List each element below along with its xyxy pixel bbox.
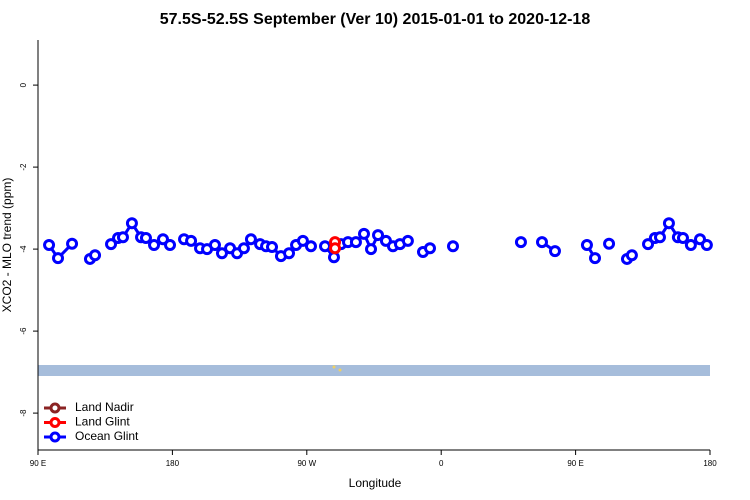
y-tick-label: 0	[19, 82, 28, 87]
legend-marker	[49, 402, 61, 414]
x-tick-label: 90 E	[30, 459, 46, 468]
y-tick-label: -8	[19, 409, 28, 417]
data-point	[589, 252, 602, 265]
data-point	[536, 236, 548, 249]
y-tick-label: -6	[19, 327, 28, 335]
data-point	[244, 233, 257, 246]
y-tick-label: -4	[19, 245, 28, 253]
data-point	[580, 239, 593, 251]
data-point	[365, 243, 378, 256]
legend-label: Ocean Glint	[75, 429, 139, 443]
y-axis-label: XCO2 - MLO trend (ppm)	[0, 178, 14, 313]
data-point	[349, 236, 362, 249]
data-point	[125, 217, 138, 230]
x-axis-label: Longitude	[349, 476, 402, 490]
legend-label: Land Glint	[75, 415, 130, 429]
data-point	[662, 217, 675, 230]
data-point	[446, 240, 459, 253]
data-point	[676, 232, 689, 245]
data-point	[148, 239, 161, 251]
data-point	[89, 249, 102, 262]
data-point	[185, 234, 198, 247]
chart-title: 57.5S-52.5S September (Ver 10) 2015-01-0…	[160, 11, 591, 28]
x-tick-label: 90 W	[297, 459, 316, 468]
data-point	[43, 239, 56, 251]
data-point	[642, 238, 655, 251]
data-point	[424, 242, 436, 255]
x-tick-label: 180	[703, 459, 717, 468]
data-point	[357, 227, 370, 240]
data-point	[684, 239, 697, 251]
land-mask-band	[38, 365, 710, 376]
data-point	[401, 234, 414, 247]
data-point	[304, 240, 317, 253]
data-point	[105, 238, 118, 251]
data-point	[116, 231, 129, 244]
data-point	[296, 234, 309, 247]
data-point	[237, 242, 250, 255]
data-point	[653, 231, 666, 244]
x-tick-label: 90 E	[567, 459, 583, 468]
legend-marker	[49, 417, 61, 428]
data-point	[625, 249, 638, 262]
data-point	[66, 237, 79, 250]
data-point	[548, 245, 561, 258]
x-tick-label: 0	[439, 459, 444, 468]
land-mask-dot	[332, 365, 336, 369]
data-point	[52, 252, 65, 265]
data-point	[514, 236, 527, 249]
data-point	[700, 239, 713, 251]
data-point	[283, 247, 296, 260]
data-point	[329, 242, 342, 255]
y-tick-label: -2	[19, 163, 28, 171]
data-point	[372, 229, 385, 242]
legend-marker	[49, 431, 61, 443]
data-point	[164, 239, 177, 251]
data-point	[215, 247, 228, 260]
data-point	[603, 237, 616, 250]
data-point	[319, 240, 332, 253]
land-mask-dot	[338, 368, 342, 372]
data-point	[266, 241, 279, 254]
data-point	[139, 232, 152, 245]
x-tick-label: 180	[166, 459, 180, 468]
legend-label: Land Nadir	[75, 400, 134, 414]
data-point	[208, 239, 221, 251]
